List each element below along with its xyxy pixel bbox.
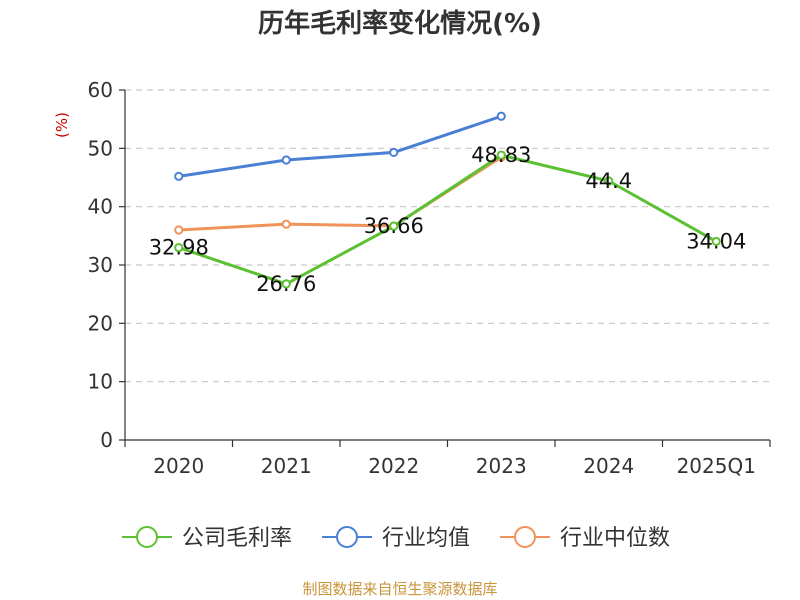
data-point: [174, 243, 184, 253]
x-tick-label: 2022: [368, 454, 419, 478]
y-tick-label: 30: [88, 253, 113, 277]
x-tick-label: 2024: [583, 454, 634, 478]
data-label: 32.98: [149, 236, 209, 260]
data-point: [496, 111, 506, 121]
data-point: [174, 171, 184, 181]
y-tick-label: 60: [88, 78, 113, 102]
series-line-1: [178, 114, 502, 178]
legend-label: 行业中位数: [560, 526, 670, 551]
data-point: [496, 150, 506, 160]
data-point: [281, 155, 291, 165]
data-label: 34.04: [686, 229, 746, 253]
y-axis-label: (%): [53, 112, 71, 138]
data-labels: 32.98 26.76 36.66 48.83 44.4 34.04: [149, 143, 747, 296]
y-tick-labels: 0 10 20 30 40 50 60: [88, 78, 113, 452]
data-label: 48.83: [471, 143, 531, 167]
source-note: 制图数据来自恒生聚源数据库: [302, 580, 497, 598]
chart-title: 历年毛利率变化情况(%): [258, 8, 542, 39]
gridlines: [125, 89, 770, 383]
legend-marker: [514, 526, 536, 548]
data-point: [604, 176, 614, 186]
data-label: 26.76: [256, 272, 316, 296]
data-label: 36.66: [364, 214, 424, 238]
series-line-0: [178, 153, 717, 286]
y-tick-label: 50: [88, 136, 113, 160]
x-tick-label: 2025Q1: [677, 454, 756, 478]
legend-marker: [136, 526, 158, 548]
data-point: [711, 236, 721, 247]
y-tick-label: 0: [100, 428, 113, 452]
data-label: 44.4: [585, 169, 632, 193]
data-point: [389, 221, 399, 231]
series-lines: [174, 111, 721, 289]
data-point: [281, 219, 291, 229]
y-tick-label: 40: [88, 195, 113, 219]
x-tick-label: 2021: [261, 454, 312, 478]
data-point: [389, 147, 399, 158]
legend-label: 公司毛利率: [182, 526, 292, 551]
y-tick-label: 10: [88, 370, 113, 394]
legend: 公司毛利率 行业均值 行业中位数: [122, 526, 670, 551]
legend-marker: [336, 526, 358, 548]
legend-label: 行业均值: [382, 526, 470, 551]
axes: [119, 89, 771, 447]
x-tick-label: 2023: [476, 454, 527, 478]
x-tick-labels: 2020 2021 2022 2023 2024 2025Q1: [153, 454, 756, 478]
y-tick-label: 20: [88, 311, 113, 335]
data-point: [174, 225, 184, 235]
x-tick-label: 2020: [153, 454, 204, 478]
data-point: [281, 279, 291, 289]
